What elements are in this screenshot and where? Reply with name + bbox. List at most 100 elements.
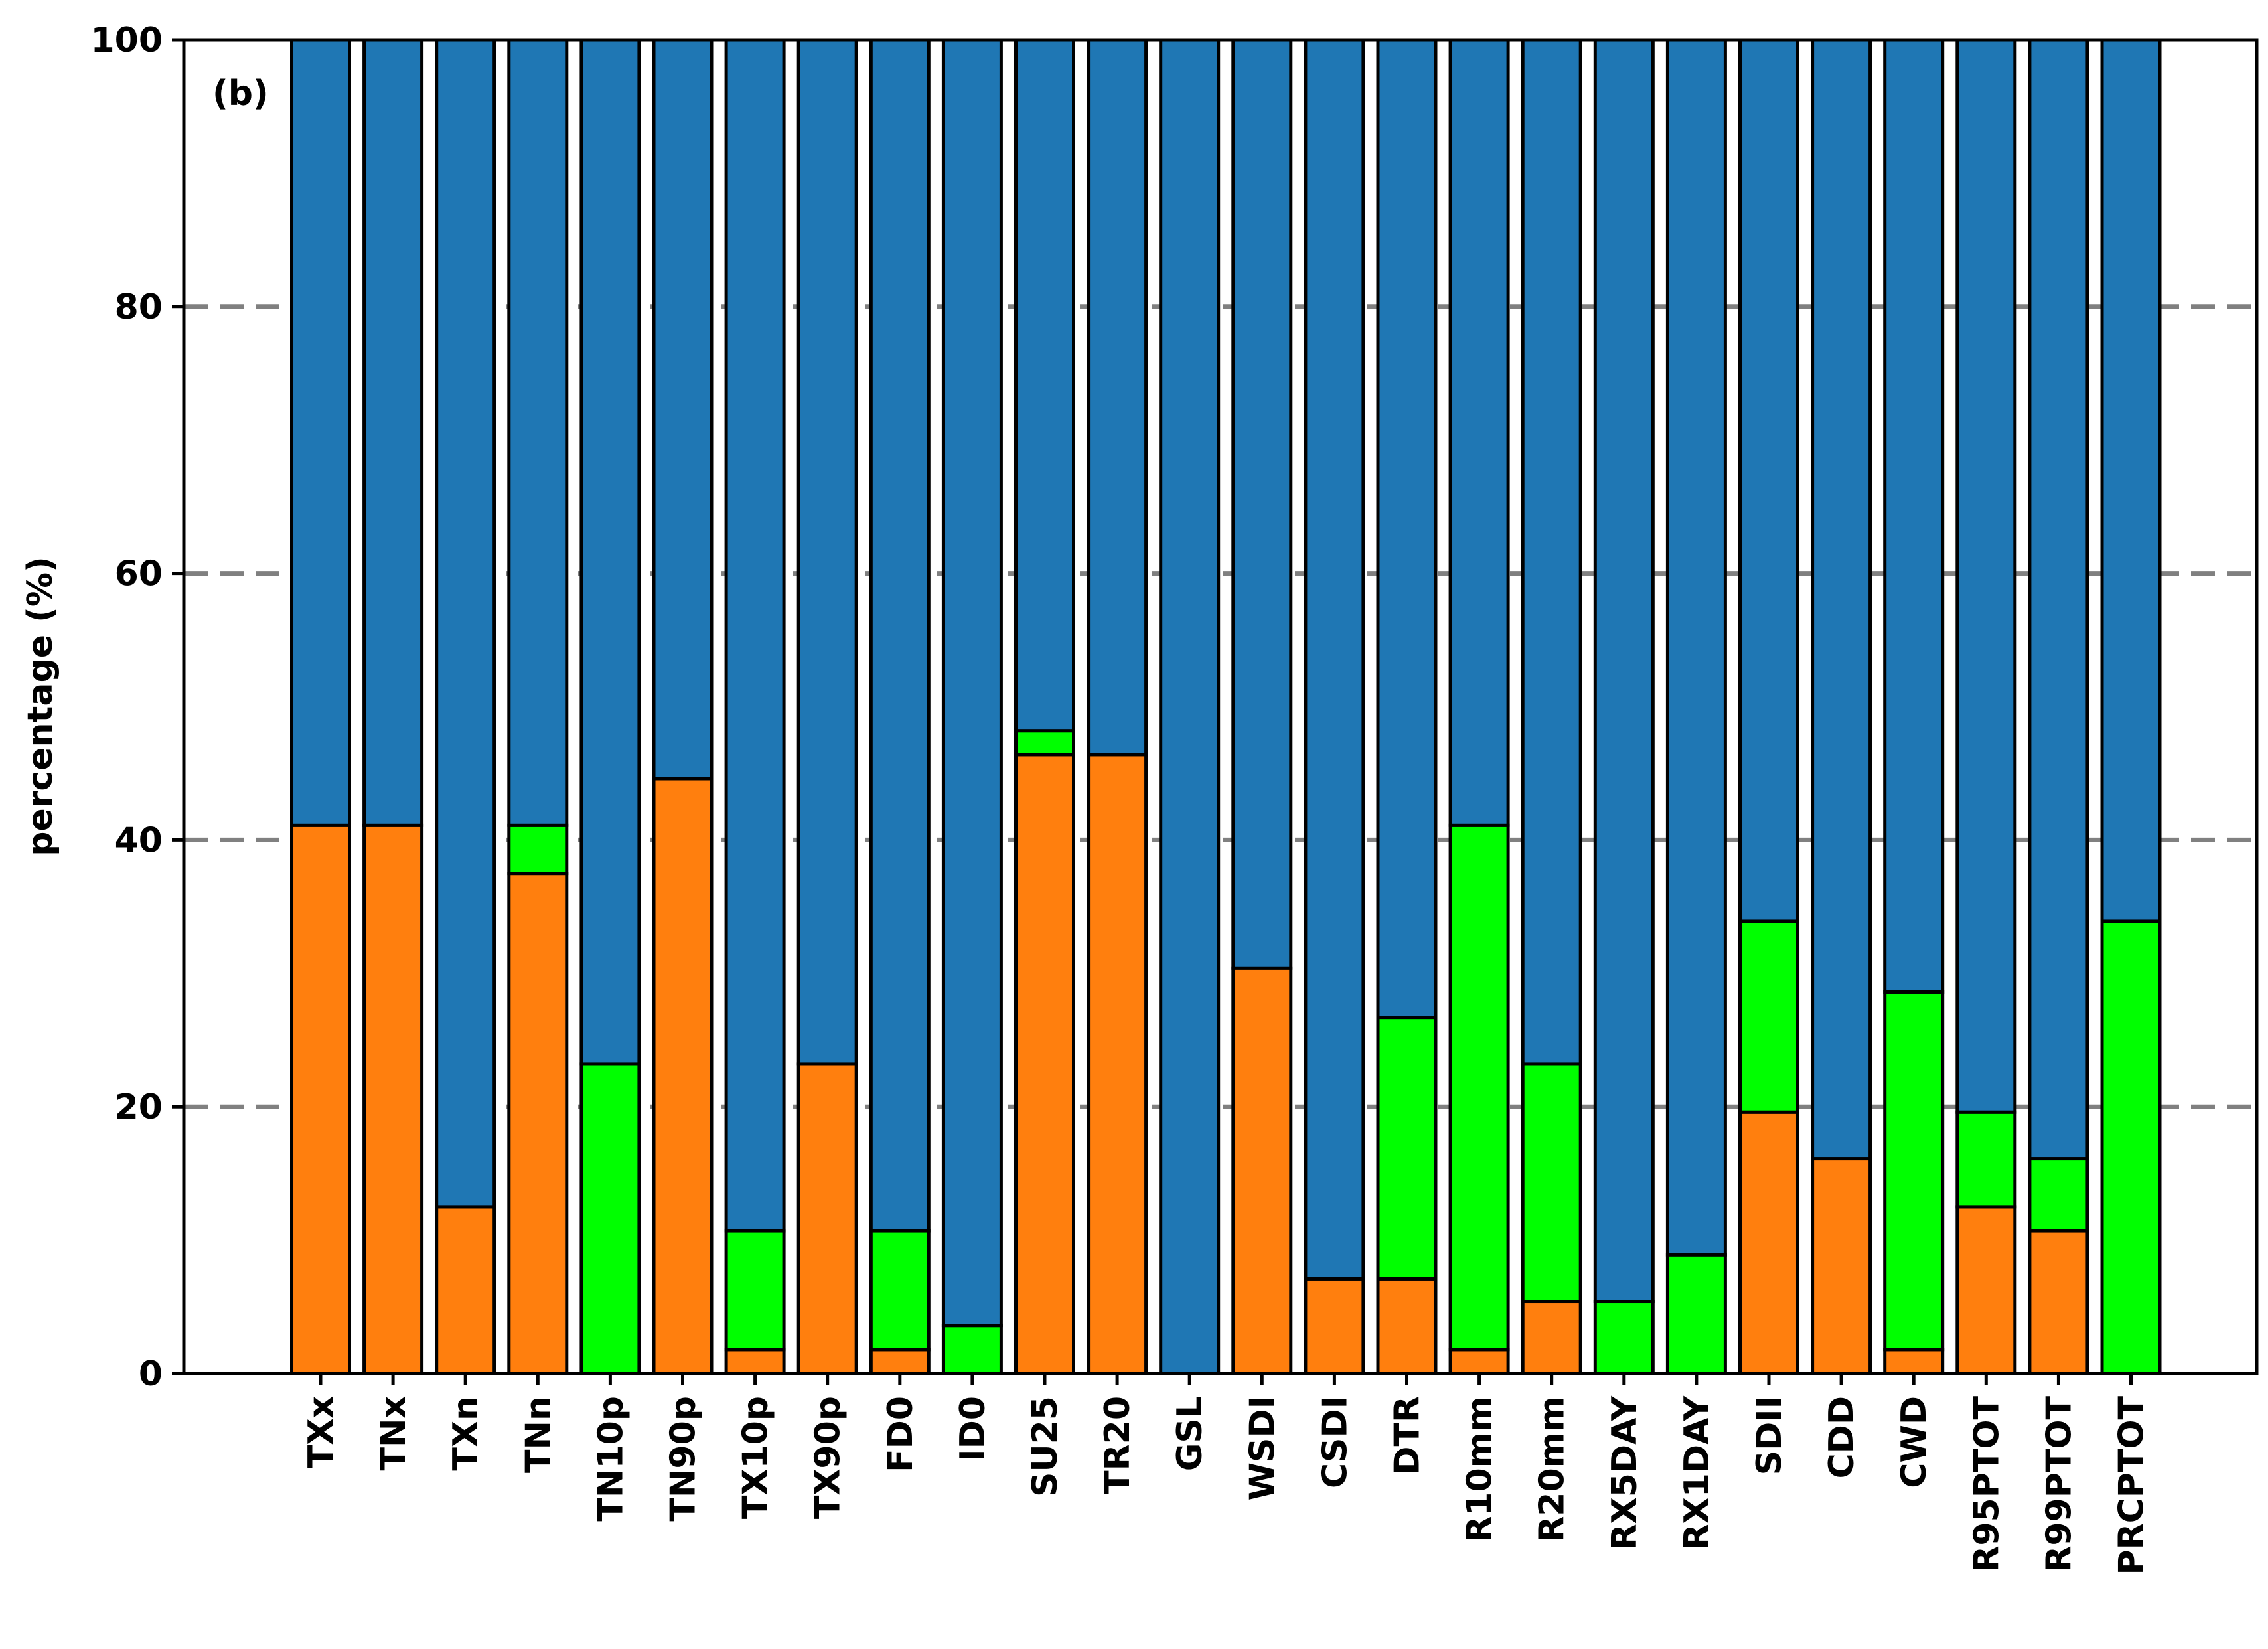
bar-segment-TNn-s1: [507, 823, 569, 876]
bar-segment-TX10p-s1: [724, 1229, 786, 1352]
bar-segment-R20mm-s1: [1521, 1062, 1582, 1304]
bar-segment-R95PTOT-s1: [1955, 1110, 2017, 1209]
x-tick-label: SU25: [1025, 1396, 1065, 1497]
x-tick-label: TN90p: [664, 1396, 704, 1522]
bar-segment-CSDI-s2: [1304, 38, 1365, 1281]
bar-segment-TXn-s0: [435, 1205, 496, 1375]
bar-segment-TNn-s2: [507, 38, 569, 827]
bar-segment-FD0-s1: [869, 1229, 931, 1352]
y-tick-label: 0: [139, 1354, 163, 1394]
bar-segment-TR20-s0: [1087, 753, 1148, 1375]
bar-segment-RX5DAY-s2: [1593, 38, 1655, 1304]
bar-segment-R10mm-s0: [1448, 1348, 1510, 1375]
bar-segment-SU25-s1: [1014, 729, 1075, 757]
bar-segment-CSDI-s0: [1304, 1277, 1365, 1375]
bar-segment-RX5DAY-s1: [1593, 1300, 1655, 1375]
bar-segment-R20mm-s0: [1521, 1300, 1582, 1375]
x-tick-label: R95PTOT: [1967, 1395, 2006, 1572]
bar-segment-R95PTOT-s0: [1955, 1205, 2017, 1375]
bar-segment-SDII-s1: [1738, 919, 1799, 1114]
bar-segment-ID0-s2: [941, 38, 1003, 1328]
y-axis-label: percentage (%): [21, 556, 60, 856]
x-tick-label: PRCPTOT: [2112, 1395, 2152, 1575]
y-tick-label: 60: [115, 554, 163, 594]
x-tick-label: TX90p: [808, 1396, 848, 1519]
bar-segment-WSDI-s2: [1231, 38, 1293, 970]
y-tick-label: 80: [115, 287, 163, 327]
bar-segment-ID0-s1: [941, 1324, 1003, 1375]
x-tick-label: RX5DAY: [1605, 1395, 1645, 1551]
x-tick-label: R99PTOT: [2039, 1395, 2079, 1572]
bar-segment-R99PTOT-s1: [2028, 1157, 2089, 1233]
bar-segment-R20mm-s2: [1521, 38, 1582, 1066]
x-tick-label: R10mm: [1460, 1396, 1500, 1543]
bar-segment-TXn-s2: [435, 38, 496, 1209]
bar-segment-WSDI-s0: [1231, 966, 1293, 1375]
bar-segment-DTR-s2: [1376, 38, 1438, 1020]
bar-segment-TN10p-s1: [579, 1062, 641, 1375]
bar-segment-TX90p-s2: [796, 38, 858, 1066]
x-tick-label: SDII: [1750, 1396, 1789, 1475]
plot-frame: [182, 38, 2259, 1375]
x-tick-label: TNx: [374, 1396, 414, 1471]
bar-segment-R95PTOT-s2: [1955, 38, 2017, 1114]
x-tick-label: CDD: [1822, 1396, 1862, 1479]
bar-segment-RX1DAY-s1: [1665, 1253, 1727, 1375]
bar-segment-TN10p-s2: [579, 38, 641, 1066]
x-tick-label: TN10p: [591, 1396, 631, 1522]
bar-segment-TXx-s2: [290, 38, 351, 827]
bar-segment-DTR-s1: [1376, 1016, 1438, 1281]
x-axis-ticks: TXx TNx TXn TNn TN10p TN90p TX10p TX90p FD0 ID0 SU…: [301, 1374, 2152, 1575]
x-tick-label: TR20: [1098, 1396, 1138, 1494]
bar-segment-TNx-s0: [362, 823, 424, 1375]
bar-segment-DTR-s0: [1376, 1277, 1438, 1375]
bar-segment-CWD-s1: [1883, 990, 1945, 1352]
x-tick-label: TXx: [301, 1396, 341, 1468]
bar-segment-TXx-s0: [290, 823, 351, 1375]
bar-segment-CWD-s0: [1883, 1348, 1945, 1375]
bar-segment-SU25-s0: [1014, 753, 1075, 1375]
bars: [290, 38, 2162, 1375]
x-tick-label: CWD: [1894, 1396, 1934, 1488]
y-tick-label: 100: [90, 21, 163, 60]
bar-segment-CDD-s0: [1811, 1157, 1872, 1375]
x-tick-label: TX10p: [736, 1396, 776, 1519]
x-tick-label: ID0: [953, 1396, 993, 1462]
y-axis-ticks: 0 20 40 60 80 100: [90, 21, 184, 1394]
bar-segment-PRCPTOT-s1: [2100, 919, 2162, 1375]
bar-segment-TN90p-s0: [652, 777, 714, 1375]
y-tick-label: 20: [115, 1087, 163, 1127]
bar-segment-RX1DAY-s2: [1665, 38, 1727, 1257]
x-tick-label: CSDI: [1315, 1396, 1355, 1488]
bar-segment-TR20-s2: [1087, 38, 1148, 757]
bar-segment-TN90p-s2: [652, 38, 714, 781]
bar-segment-SDII-s2: [1738, 38, 1799, 923]
bar-segment-R99PTOT-s0: [2028, 1229, 2089, 1375]
x-tick-label: DTR: [1388, 1396, 1428, 1475]
bar-segment-R10mm-s2: [1448, 38, 1510, 827]
bar-segment-TX10p-s2: [724, 38, 786, 1233]
bar-segment-TNn-s0: [507, 872, 569, 1375]
x-tick-label: TXn: [446, 1396, 486, 1471]
bar-segment-CWD-s2: [1883, 38, 1945, 994]
bar-segment-TX90p-s0: [796, 1062, 858, 1375]
bar-segment-R99PTOT-s2: [2028, 38, 2089, 1161]
x-tick-label: RX1DAY: [1677, 1395, 1717, 1551]
bar-segment-TX10p-s0: [724, 1348, 786, 1375]
x-tick-label: GSL: [1170, 1396, 1210, 1471]
x-tick-label: FD0: [881, 1396, 921, 1472]
bar-segment-GSL-s2: [1159, 38, 1221, 1375]
y-tick-label: 40: [115, 821, 163, 860]
panel-label: (b): [212, 74, 269, 114]
x-tick-label: R20mm: [1533, 1396, 1572, 1543]
bar-segment-TNx-s2: [362, 38, 424, 827]
bar-segment-FD0-s0: [869, 1348, 931, 1375]
bar-segment-CDD-s2: [1811, 38, 1872, 1161]
x-tick-label: TNn: [518, 1396, 558, 1473]
bar-segment-FD0-s2: [869, 38, 931, 1233]
bar-segment-R10mm-s1: [1448, 823, 1510, 1352]
bar-segment-PRCPTOT-s2: [2100, 38, 2162, 923]
bar-segment-SDII-s0: [1738, 1110, 1799, 1375]
bar-segment-SU25-s2: [1014, 38, 1075, 733]
